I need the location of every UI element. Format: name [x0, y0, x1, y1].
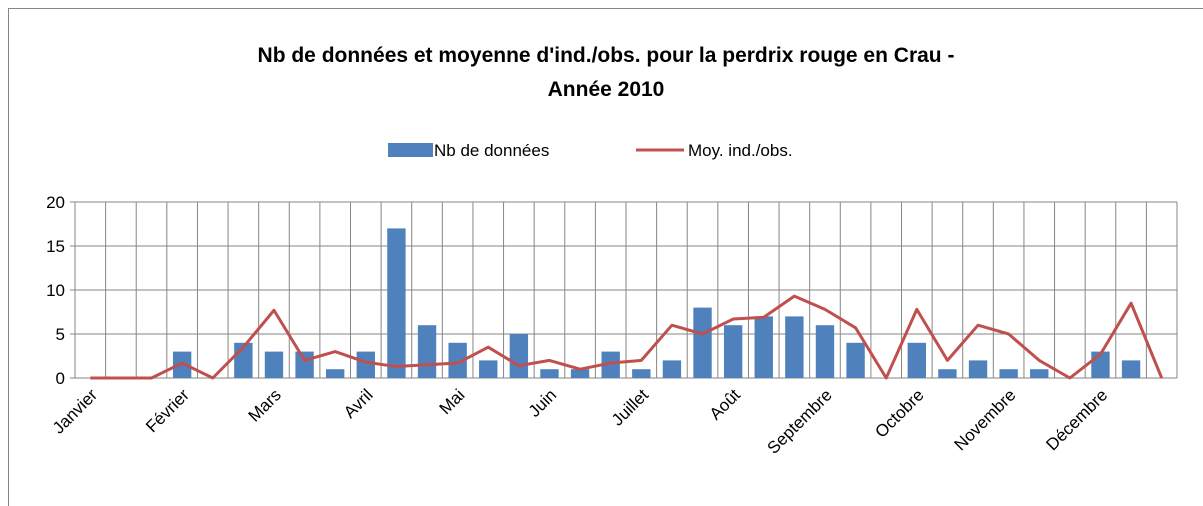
bar [723, 325, 743, 378]
bar [907, 342, 926, 378]
bar [601, 351, 620, 378]
bar [172, 351, 192, 378]
y-tick-label: 0 [56, 369, 65, 388]
y-tick-label: 10 [46, 281, 65, 300]
bar [968, 360, 988, 378]
legend-swatch [388, 143, 433, 157]
bar [448, 342, 467, 378]
y-tick-label: 5 [56, 325, 65, 344]
bar [846, 342, 865, 378]
bar [264, 351, 284, 378]
bar [693, 307, 712, 378]
y-tick-label: 15 [46, 237, 65, 256]
bar [540, 369, 559, 378]
bar [1030, 369, 1049, 378]
line [90, 294, 1164, 380]
chart-title: Nb de données et moyenne d'ind./obs. pou… [258, 44, 955, 67]
bar [662, 360, 682, 378]
bar [938, 369, 957, 378]
bar [509, 334, 529, 378]
bar [754, 316, 773, 378]
bar [570, 369, 590, 378]
legend-label: Moy. ind./obs. [688, 141, 793, 160]
bar [785, 316, 804, 378]
y-tick-label: 20 [46, 193, 65, 212]
bar [815, 325, 835, 378]
bar [387, 228, 406, 378]
chart-title: Année 2010 [548, 78, 665, 101]
bar [999, 369, 1018, 378]
bar [632, 369, 651, 378]
legend-label: Nb de données [434, 141, 549, 160]
bar [479, 360, 498, 378]
bar [417, 325, 437, 378]
bar [1121, 360, 1141, 378]
bar [356, 351, 375, 378]
bar [295, 351, 314, 378]
chart-frame [8, 8, 1203, 506]
bar [326, 369, 345, 378]
